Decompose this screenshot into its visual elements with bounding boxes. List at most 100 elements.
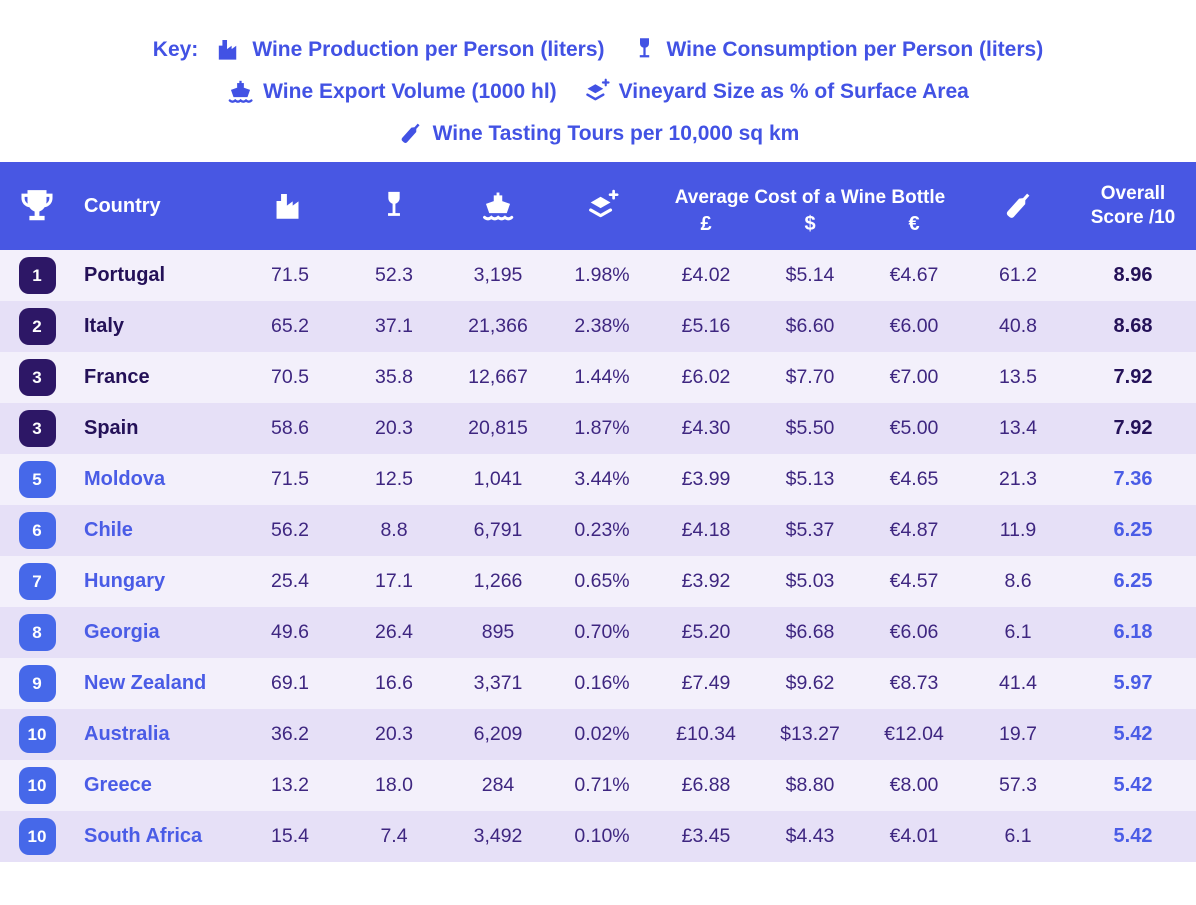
ship-icon xyxy=(227,78,254,105)
cell-gbp: £5.20 xyxy=(681,621,731,643)
cell-production: 56.2 xyxy=(271,519,309,541)
cell-country: Moldova xyxy=(84,468,166,490)
rank-badge: 7 xyxy=(18,563,56,600)
cell-usd: $5.13 xyxy=(785,468,835,490)
rank-badge: 1 xyxy=(18,257,56,294)
cell-vineyard: 0.70% xyxy=(574,621,630,643)
cell-gbp: £10.34 xyxy=(676,723,736,745)
cell-gbp: £4.02 xyxy=(681,264,731,286)
legend-item-vineyard: Vineyard Size as % of Surface Area xyxy=(583,78,969,105)
vineyard-layers-icon xyxy=(583,78,610,105)
table-row: 3 Spain 58.6 20.3 20,815 1.87% £4.30 $5.… xyxy=(0,403,1196,454)
cell-usd: $6.68 xyxy=(785,621,835,643)
cell-country: Hungary xyxy=(84,570,166,592)
cell-production: 65.2 xyxy=(271,315,309,337)
cell-score: 6.25 xyxy=(1113,570,1153,592)
legend-item-tours: Wine Tasting Tours per 10,000 sq km xyxy=(397,120,800,147)
cell-score: 5.42 xyxy=(1113,774,1153,796)
legend-item-label: Wine Tasting Tours per 10,000 sq km xyxy=(432,121,800,145)
cell-consumption: 37.1 xyxy=(375,315,413,337)
cell-vineyard: 0.10% xyxy=(574,825,630,847)
cell-export: 20,815 xyxy=(468,417,528,439)
cell-score: 5.42 xyxy=(1113,825,1153,847)
trophy-icon xyxy=(18,187,56,225)
cell-gbp: £6.02 xyxy=(681,366,731,388)
cell-eur: €4.01 xyxy=(889,825,939,847)
cell-consumption: 12.5 xyxy=(375,468,413,490)
tours-column-header xyxy=(1001,189,1035,223)
cell-tours: 19.7 xyxy=(999,723,1037,745)
cell-country: New Zealand xyxy=(84,672,207,694)
cell-consumption: 17.1 xyxy=(375,570,413,592)
cell-export: 284 xyxy=(481,774,515,796)
factory-icon xyxy=(216,36,243,63)
cell-vineyard: 0.02% xyxy=(574,723,630,745)
legend-item-label: Vineyard Size as % of Surface Area xyxy=(618,79,969,103)
table-row: 10 Greece 13.2 18.0 284 0.71% £6.88 $8.8… xyxy=(0,760,1196,811)
cell-production: 71.5 xyxy=(271,468,309,490)
cell-vineyard: 1.44% xyxy=(574,366,630,388)
cell-consumption: 35.8 xyxy=(375,366,413,388)
cell-country: South Africa xyxy=(84,825,203,847)
wine-glass-icon xyxy=(377,189,411,223)
cell-consumption: 20.3 xyxy=(375,723,413,745)
cell-usd: $9.62 xyxy=(785,672,835,694)
legend-item-production: Wine Production per Person (liters) xyxy=(216,36,605,63)
cell-tours: 8.6 xyxy=(1004,570,1032,592)
cell-vineyard: 1.87% xyxy=(574,417,630,439)
cell-country: Greece xyxy=(84,774,152,796)
wine-glass-icon xyxy=(631,36,658,63)
cell-production: 71.5 xyxy=(271,264,309,286)
cell-vineyard: 0.65% xyxy=(574,570,630,592)
rank-badge: 10 xyxy=(18,818,56,855)
cell-production: 58.6 xyxy=(271,417,309,439)
cell-tours: 6.1 xyxy=(1004,825,1032,847)
cell-production: 69.1 xyxy=(271,672,309,694)
rank-badge: 9 xyxy=(18,665,56,702)
cell-tours: 6.1 xyxy=(1004,621,1032,643)
table-row: 7 Hungary 25.4 17.1 1,266 0.65% £3.92 $5… xyxy=(0,556,1196,607)
legend-item-consumption: Wine Consumption per Person (liters) xyxy=(631,36,1043,63)
cell-consumption: 20.3 xyxy=(375,417,413,439)
cell-gbp: £4.18 xyxy=(681,519,731,541)
table-row: 5 Moldova 71.5 12.5 1,041 3.44% £3.99 $5… xyxy=(0,454,1196,505)
cell-eur: €4.67 xyxy=(889,264,939,286)
cell-eur: €6.00 xyxy=(889,315,939,337)
cell-usd: $6.60 xyxy=(785,315,835,337)
cell-gbp: £3.92 xyxy=(681,570,731,592)
cell-production: 15.4 xyxy=(271,825,309,847)
ship-icon xyxy=(481,189,515,223)
cell-production: 25.4 xyxy=(271,570,309,592)
cell-eur: €8.00 xyxy=(889,774,939,796)
cell-vineyard: 1.98% xyxy=(574,264,630,286)
legend-item-label: Wine Export Volume (1000 hl) xyxy=(263,79,557,103)
cell-country: Spain xyxy=(84,417,139,439)
vineyard-layers-icon xyxy=(585,189,619,223)
cell-eur: €7.00 xyxy=(889,366,939,388)
cell-tours: 40.8 xyxy=(999,315,1037,337)
legend: Key: Wine Production per Person (liters)… xyxy=(0,0,1196,147)
cell-vineyard: 0.71% xyxy=(574,774,630,796)
cell-export: 895 xyxy=(481,621,515,643)
cell-eur: €12.04 xyxy=(884,723,944,745)
cell-usd: $5.50 xyxy=(785,417,835,439)
cell-export: 1,266 xyxy=(473,570,523,592)
cell-vineyard: 2.38% xyxy=(574,315,630,337)
cell-consumption: 16.6 xyxy=(375,672,413,694)
cell-score: 8.96 xyxy=(1113,264,1153,286)
cell-consumption: 26.4 xyxy=(375,621,413,643)
legend-item-export: Wine Export Volume (1000 hl) xyxy=(227,78,557,105)
cell-score: 6.18 xyxy=(1113,621,1153,643)
cell-score: 6.25 xyxy=(1113,519,1153,541)
cell-consumption: 18.0 xyxy=(375,774,413,796)
cell-export: 6,209 xyxy=(473,723,523,745)
cell-tours: 13.5 xyxy=(999,366,1037,388)
cell-usd: $4.43 xyxy=(785,825,835,847)
cell-score: 7.92 xyxy=(1113,366,1153,388)
cell-score: 7.92 xyxy=(1113,417,1153,439)
cell-usd: $5.03 xyxy=(785,570,835,592)
cell-country: Georgia xyxy=(84,621,160,643)
table-row: 10 Australia 36.2 20.3 6,209 0.02% £10.3… xyxy=(0,709,1196,760)
cell-consumption: 7.4 xyxy=(380,825,408,847)
cell-eur: €4.65 xyxy=(889,468,939,490)
